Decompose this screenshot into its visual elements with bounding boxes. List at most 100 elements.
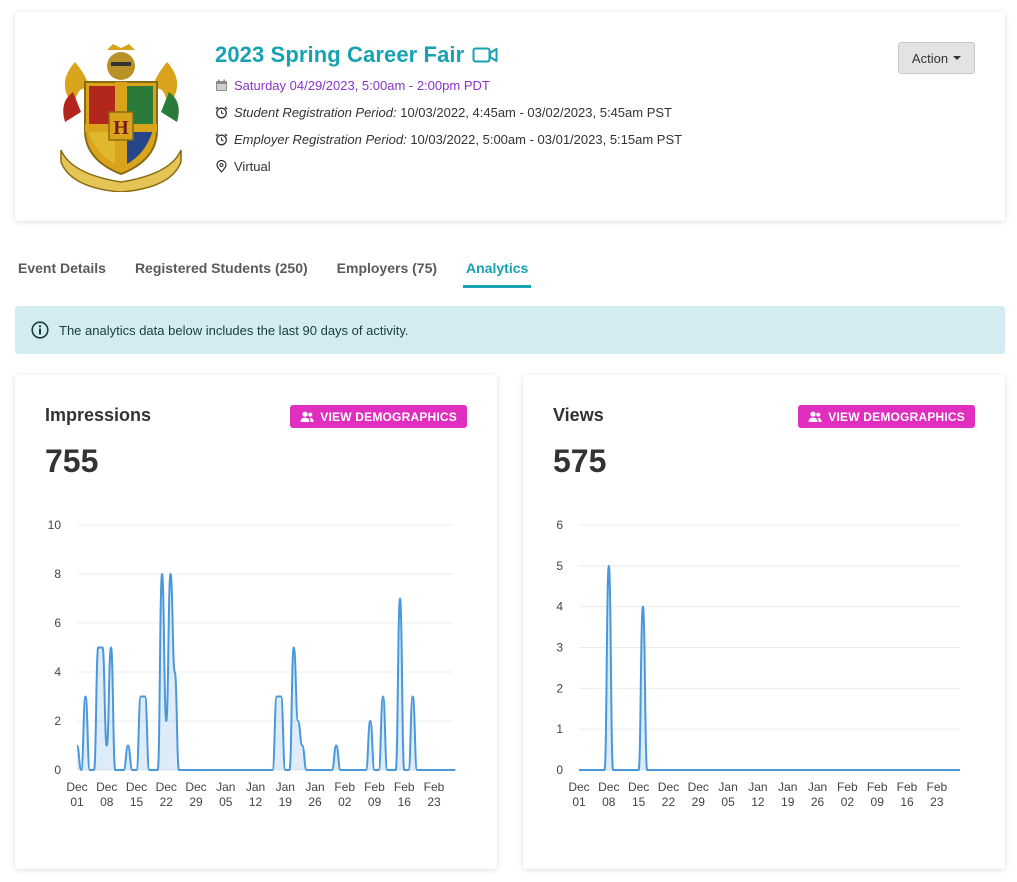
- x-tick-label-month: Jan: [246, 780, 265, 794]
- x-tick-label-month: Feb: [897, 780, 918, 794]
- alarm-clock-icon: [215, 133, 228, 146]
- event-tabs: Event Details Registered Students (250) …: [18, 258, 557, 288]
- student-registration-label: Student Registration Period:: [234, 105, 397, 120]
- y-tick-label: 3: [556, 641, 563, 655]
- x-tick-label-day: 29: [189, 795, 203, 809]
- x-tick-label-month: Jan: [305, 780, 324, 794]
- x-tick-label-month: Jan: [808, 780, 827, 794]
- student-registration-row: Student Registration Period: 10/03/2022,…: [215, 105, 682, 120]
- employer-registration-label: Employer Registration Period:: [234, 132, 407, 147]
- series-line: [76, 572, 456, 772]
- tab-employers[interactable]: Employers (75): [336, 260, 438, 276]
- event-title-row: 2023 Spring Career Fair: [215, 42, 682, 68]
- employer-registration-value: 10/03/2022, 5:00am - 03/01/2023, 5:15am …: [410, 132, 683, 147]
- x-tick-label-day: 22: [160, 795, 174, 809]
- calendar-icon: [216, 79, 227, 91]
- event-title[interactable]: 2023 Spring Career Fair: [215, 42, 465, 67]
- series-area: [77, 574, 456, 770]
- x-tick-label-day: 22: [662, 795, 676, 809]
- x-tick-label-day: 01: [70, 795, 84, 809]
- y-tick-label: 0: [54, 763, 61, 777]
- view-demographics-label: VIEW DEMOGRAPHICS: [828, 409, 965, 424]
- event-info: 2023 Spring Career Fair Saturday 04/29/2…: [215, 42, 682, 174]
- location-row: Virtual: [215, 159, 682, 174]
- video-camera-icon: [472, 47, 498, 63]
- views-chart: 0123456Dec01Dec08Dec15Dec22Dec29Jan05Jan…: [556, 518, 960, 809]
- event-card: H 2023 Spring Career Fair Saturday 04/29…: [15, 12, 1005, 221]
- x-tick-label-month: Feb: [394, 780, 415, 794]
- x-tick-label-day: 23: [427, 795, 441, 809]
- map-pin-icon: [216, 160, 227, 173]
- y-tick-label: 10: [48, 518, 62, 532]
- tab-event-details[interactable]: Event Details: [18, 260, 106, 276]
- x-tick-label-month: Jan: [748, 780, 767, 794]
- event-date-row: Saturday 04/29/2023, 5:00am - 2:00pm PDT: [215, 78, 682, 93]
- x-tick-label-month: Jan: [276, 780, 295, 794]
- views-card: Views 575 VIEW DEMOGRAPHICS 0 1 2 3 4 5 6 Dec 01…: [523, 375, 1005, 869]
- crest-logo: H: [60, 44, 182, 192]
- views-title: Views: [553, 405, 604, 425]
- y-tick-label: 2: [54, 714, 61, 728]
- x-tick-label-day: 08: [602, 795, 616, 809]
- y-tick-label: 6: [556, 518, 563, 532]
- view-demographics-button[interactable]: VIEW DEMOGRAPHICS: [798, 405, 975, 428]
- x-tick-label-day: 09: [368, 795, 382, 809]
- x-tick-label-day: 19: [781, 795, 795, 809]
- action-button-label: Action: [911, 50, 949, 66]
- tab-analytics[interactable]: Analytics: [463, 258, 532, 288]
- y-tick-label: 5: [556, 559, 563, 573]
- x-tick-label-month: Dec: [66, 780, 87, 794]
- x-tick-label-day: 19: [279, 795, 293, 809]
- x-tick-label-day: 29: [692, 795, 706, 809]
- x-tick-label-day: 01: [572, 795, 586, 809]
- view-demographics-button[interactable]: VIEW DEMOGRAPHICS: [290, 405, 467, 428]
- y-tick-label: 4: [54, 665, 61, 679]
- views-total: 575: [553, 443, 607, 479]
- y-tick-label: 6: [54, 616, 61, 630]
- y-tick-label: 2: [556, 681, 563, 695]
- tab-registered-students[interactable]: Registered Students (250): [134, 260, 308, 276]
- x-tick-label-month: Dec: [568, 780, 589, 794]
- x-tick-label-month: Dec: [658, 780, 679, 794]
- impressions-chart: 0246810Dec01Dec08Dec15Dec22Dec29Jan05Jan…: [48, 518, 456, 809]
- x-tick-label-month: Feb: [837, 780, 858, 794]
- x-tick-label-month: Feb: [364, 780, 385, 794]
- event-location: Virtual: [234, 159, 271, 174]
- y-tick-label: 1: [556, 722, 563, 736]
- x-tick-label-month: Jan: [216, 780, 235, 794]
- x-tick-label-month: Feb: [867, 780, 888, 794]
- x-tick-label-day: 16: [398, 795, 412, 809]
- x-tick-label-day: 08: [100, 795, 114, 809]
- x-tick-label-day: 23: [930, 795, 944, 809]
- series-line: [578, 564, 959, 772]
- student-registration-value: 10/03/2022, 4:45am - 03/02/2023, 5:45am …: [400, 105, 672, 120]
- x-tick-label-month: Dec: [126, 780, 147, 794]
- impressions-title: Impressions: [45, 405, 152, 425]
- users-icon: [300, 411, 314, 422]
- x-tick-label-day: 15: [632, 795, 646, 809]
- x-tick-label-day: 02: [841, 795, 855, 809]
- x-tick-label-day: 12: [751, 795, 765, 809]
- x-tick-label-month: Jan: [718, 780, 737, 794]
- analytics-notice: The analytics data below includes the la…: [15, 306, 1005, 354]
- y-tick-label: 4: [556, 600, 563, 614]
- action-dropdown-button[interactable]: Action: [898, 42, 975, 74]
- x-tick-label-month: Dec: [598, 780, 619, 794]
- employer-registration-row: Employer Registration Period: 10/03/2022…: [215, 132, 682, 147]
- x-tick-label-day: 26: [308, 795, 322, 809]
- series-area: [579, 565, 959, 770]
- x-tick-label-day: 05: [219, 795, 233, 809]
- svg-text:H: H: [113, 117, 129, 139]
- alarm-clock-icon: [215, 106, 228, 119]
- x-tick-label-month: Jan: [778, 780, 797, 794]
- x-tick-label-day: 09: [871, 795, 885, 809]
- x-tick-label-month: Dec: [628, 780, 649, 794]
- caret-down-icon: [953, 56, 962, 60]
- x-tick-label-month: Dec: [688, 780, 709, 794]
- info-circle-icon: [31, 321, 49, 339]
- event-date: Saturday 04/29/2023, 5:00am - 2:00pm PDT: [234, 78, 490, 93]
- x-tick-label-month: Feb: [926, 780, 947, 794]
- x-tick-label-month: Dec: [156, 780, 177, 794]
- x-tick-label-month: Dec: [185, 780, 206, 794]
